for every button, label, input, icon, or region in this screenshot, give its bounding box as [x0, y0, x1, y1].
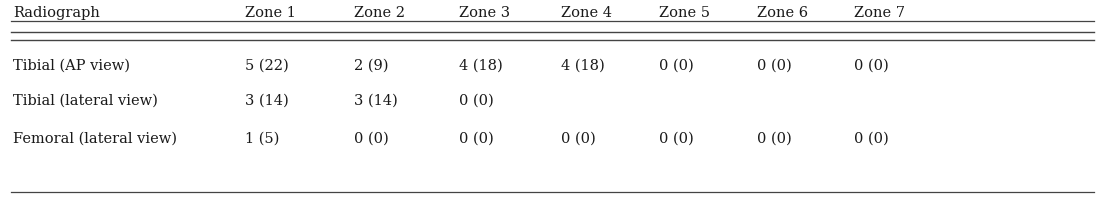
Text: Zone 5: Zone 5: [659, 6, 709, 20]
Text: 0 (0): 0 (0): [854, 58, 888, 72]
Text: Femoral (lateral view): Femoral (lateral view): [13, 132, 177, 146]
Text: 5 (22): 5 (22): [245, 58, 290, 72]
Text: 0 (0): 0 (0): [459, 132, 493, 146]
Text: 0 (0): 0 (0): [659, 58, 693, 72]
Text: 2 (9): 2 (9): [354, 58, 388, 72]
Text: 0 (0): 0 (0): [757, 58, 791, 72]
Text: Zone 3: Zone 3: [459, 6, 509, 20]
Text: Radiograph: Radiograph: [13, 6, 101, 20]
Text: Tibial (lateral view): Tibial (lateral view): [13, 94, 158, 108]
Text: 0 (0): 0 (0): [561, 132, 596, 146]
Text: Zone 2: Zone 2: [354, 6, 404, 20]
Text: 3 (14): 3 (14): [245, 94, 290, 108]
Text: 0 (0): 0 (0): [354, 132, 388, 146]
Text: 0 (0): 0 (0): [757, 132, 791, 146]
Text: 0 (0): 0 (0): [854, 132, 888, 146]
Text: 4 (18): 4 (18): [561, 58, 606, 72]
Text: Zone 4: Zone 4: [561, 6, 612, 20]
Text: 3 (14): 3 (14): [354, 94, 398, 108]
Text: Tibial (AP view): Tibial (AP view): [13, 58, 130, 72]
Text: 0 (0): 0 (0): [659, 132, 693, 146]
Text: Zone 1: Zone 1: [245, 6, 296, 20]
Text: 4 (18): 4 (18): [459, 58, 503, 72]
Text: Zone 6: Zone 6: [757, 6, 808, 20]
Text: 1 (5): 1 (5): [245, 132, 280, 146]
Text: Zone 7: Zone 7: [854, 6, 905, 20]
Text: 0 (0): 0 (0): [459, 94, 493, 108]
